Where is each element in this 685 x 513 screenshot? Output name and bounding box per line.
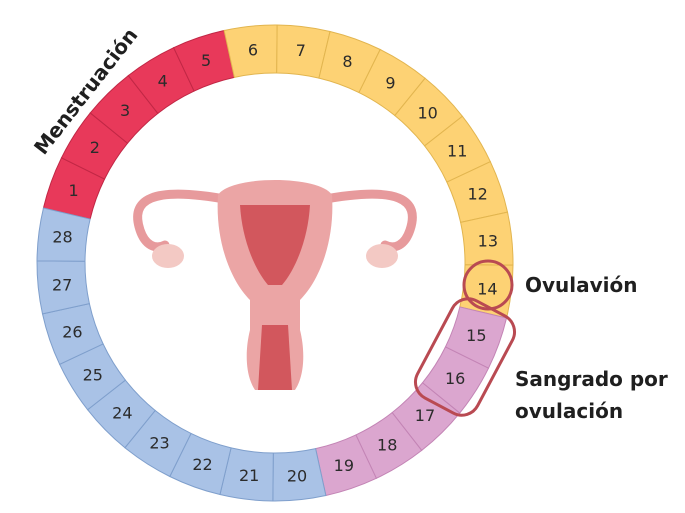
day-number: 23 (149, 434, 169, 453)
day-number: 15 (466, 326, 486, 345)
day-number: 11 (447, 141, 467, 160)
day-number: 24 (112, 403, 132, 422)
day-number: 14 (477, 279, 497, 298)
day-number: 16 (445, 369, 465, 388)
day-number: 20 (287, 466, 307, 485)
day-number: 1 (69, 181, 79, 200)
day-number: 22 (192, 455, 212, 474)
bleeding-label-line2: ovulación (515, 399, 623, 423)
ovulation-label: Ovulavión (525, 273, 638, 297)
day-number: 8 (342, 52, 352, 71)
day-number: 5 (201, 51, 211, 70)
day-number: 10 (417, 104, 437, 123)
day-number: 25 (83, 366, 103, 385)
day-number: 17 (415, 406, 435, 425)
day-number: 13 (478, 231, 498, 250)
day-number: 12 (467, 185, 487, 204)
day-number: 19 (334, 456, 354, 475)
day-number: 28 (52, 228, 72, 247)
ovulation-marker (462, 259, 514, 311)
day-number: 4 (158, 71, 168, 90)
bleeding-marker (414, 297, 516, 417)
day-number: 7 (296, 41, 306, 60)
day-number: 27 (52, 276, 72, 295)
day-number: 26 (62, 322, 82, 341)
day-number: 6 (248, 41, 258, 60)
bleeding-label-line1: Sangrado por (515, 367, 668, 391)
day-number: 9 (385, 73, 395, 92)
day-number: 18 (377, 436, 397, 455)
day-number: 2 (90, 138, 100, 157)
day-segment (36, 207, 91, 262)
uterus-illustration (133, 180, 417, 390)
day-number: 21 (239, 466, 259, 485)
day-number: 3 (120, 101, 130, 120)
